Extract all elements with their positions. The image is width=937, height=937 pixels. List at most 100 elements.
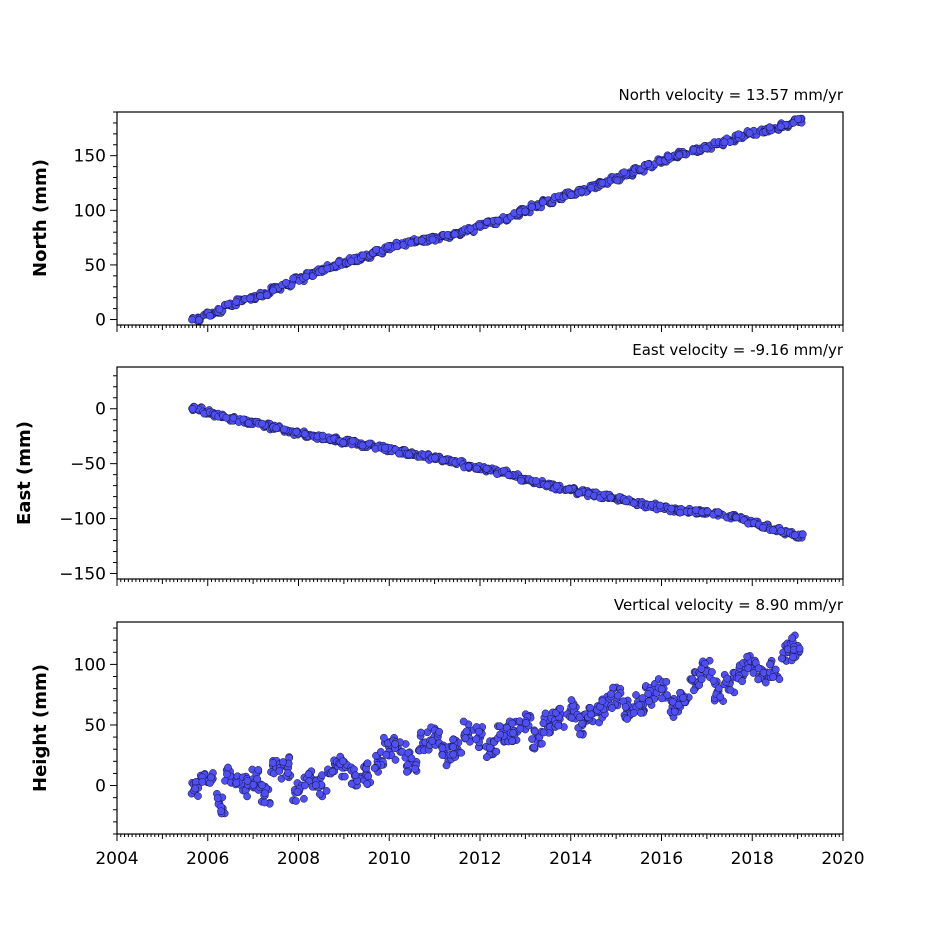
east-data-point bbox=[292, 427, 301, 436]
height-data-point bbox=[629, 709, 638, 717]
height-data-point bbox=[364, 772, 373, 781]
east-data-point bbox=[703, 507, 712, 516]
height-data-point bbox=[284, 768, 292, 777]
height-data-point bbox=[769, 673, 777, 681]
east-data-point bbox=[667, 504, 676, 513]
height-y-tick-label: 50 bbox=[84, 716, 106, 736]
height-data-point bbox=[777, 654, 786, 663]
height-data-point bbox=[766, 660, 774, 669]
height-data-point bbox=[351, 771, 360, 780]
height-panel-title: Vertical velocity = 8.90 mm/yr bbox=[614, 596, 844, 614]
north-data-point bbox=[224, 300, 232, 308]
height-data-point bbox=[340, 772, 349, 781]
east-data-point bbox=[464, 462, 473, 471]
height-x-ticks: 2004 2006 2008 2010 2012 2014 2016 2018 2020 bbox=[95, 834, 865, 869]
north-y-tick-label: 100 bbox=[74, 201, 106, 221]
height-data-point bbox=[438, 751, 447, 759]
height-data-point bbox=[508, 737, 516, 745]
east-y-tick-label: 0 bbox=[95, 400, 106, 420]
height-data-point bbox=[461, 734, 470, 742]
east-data-point bbox=[395, 449, 403, 458]
height-data-point bbox=[391, 740, 400, 748]
height-data-point bbox=[632, 691, 640, 699]
height-data-point bbox=[697, 675, 706, 684]
height-data-point bbox=[635, 701, 644, 709]
height-data-point bbox=[638, 694, 647, 702]
north-y-tick-label: 0 bbox=[95, 311, 106, 331]
height-data-point bbox=[587, 710, 595, 719]
north-y-tick-label: 50 bbox=[84, 256, 106, 276]
height-data-point bbox=[657, 694, 666, 703]
height-data-point bbox=[474, 727, 483, 736]
east-data-point bbox=[606, 493, 615, 502]
north-data-point bbox=[206, 311, 214, 320]
east-data-point bbox=[759, 523, 767, 532]
height-y-axis-label: Height (mm) bbox=[30, 664, 51, 792]
north-data-point bbox=[450, 230, 459, 239]
height-data-point bbox=[608, 704, 616, 712]
height-data-point bbox=[442, 761, 451, 770]
east-data-point bbox=[300, 430, 309, 438]
north-data-point bbox=[494, 216, 502, 225]
height-data-point bbox=[754, 664, 763, 673]
height-data-point bbox=[198, 778, 207, 786]
height-axes-frame bbox=[116, 621, 844, 835]
height-data-point bbox=[435, 727, 444, 736]
height-data-point bbox=[300, 794, 308, 803]
north-data-point bbox=[675, 151, 684, 159]
height-data-point bbox=[670, 707, 679, 716]
height-x-tick-label: 2008 bbox=[277, 849, 320, 869]
north-data-point bbox=[765, 123, 774, 132]
height-data-point bbox=[370, 764, 379, 772]
east-data-point bbox=[504, 471, 513, 480]
north-data-point bbox=[384, 242, 393, 250]
east-data-point bbox=[532, 477, 540, 485]
north-data-point bbox=[347, 257, 356, 266]
height-data-point bbox=[411, 764, 419, 773]
height-data-point bbox=[258, 781, 266, 789]
height-data-point bbox=[496, 730, 504, 739]
north-y-axis-label: North (mm) bbox=[30, 159, 51, 277]
height-data-point bbox=[697, 664, 706, 673]
north-data-point bbox=[269, 286, 278, 295]
height-data-point bbox=[749, 669, 758, 677]
east-data-point bbox=[472, 464, 481, 473]
height-data-point bbox=[578, 719, 586, 728]
north-data-point bbox=[246, 294, 255, 303]
height-data-point bbox=[301, 781, 309, 790]
north-y-ticks: 0 50 100 150 bbox=[74, 111, 117, 331]
height-data-point bbox=[771, 665, 780, 674]
height-data-point bbox=[657, 685, 666, 694]
north-data-point bbox=[794, 115, 802, 123]
height-data-point bbox=[541, 709, 550, 718]
north-data-point bbox=[598, 179, 607, 187]
height-data-point bbox=[598, 697, 607, 705]
north-data-point bbox=[195, 316, 203, 324]
east-data-point bbox=[798, 530, 807, 539]
height-data-point bbox=[637, 709, 645, 717]
height-data-point bbox=[457, 748, 466, 757]
north-data-point bbox=[232, 297, 241, 306]
east-y-tick-label: −150 bbox=[59, 565, 106, 585]
east-data-point bbox=[769, 526, 777, 535]
east-data-point bbox=[244, 419, 253, 427]
height-data-point bbox=[261, 789, 269, 798]
north-data-point bbox=[359, 251, 367, 260]
north-data-point bbox=[372, 245, 381, 254]
east-data-point bbox=[188, 405, 197, 413]
height-data-point bbox=[260, 798, 269, 807]
height-data-point bbox=[621, 703, 630, 711]
height-data-point bbox=[459, 717, 468, 726]
height-data-point bbox=[679, 693, 687, 702]
east-x-ticks bbox=[116, 579, 844, 586]
east-data-point bbox=[272, 424, 281, 433]
east-data-point bbox=[552, 482, 561, 490]
east-data-point bbox=[714, 508, 722, 517]
height-x-tick-label: 2020 bbox=[821, 849, 864, 869]
height-data-point bbox=[363, 759, 372, 768]
height-data-point bbox=[759, 668, 768, 677]
east-data-points bbox=[188, 402, 807, 542]
height-data-point bbox=[539, 728, 548, 737]
north-data-point bbox=[289, 274, 297, 283]
east-data-point bbox=[482, 464, 491, 473]
